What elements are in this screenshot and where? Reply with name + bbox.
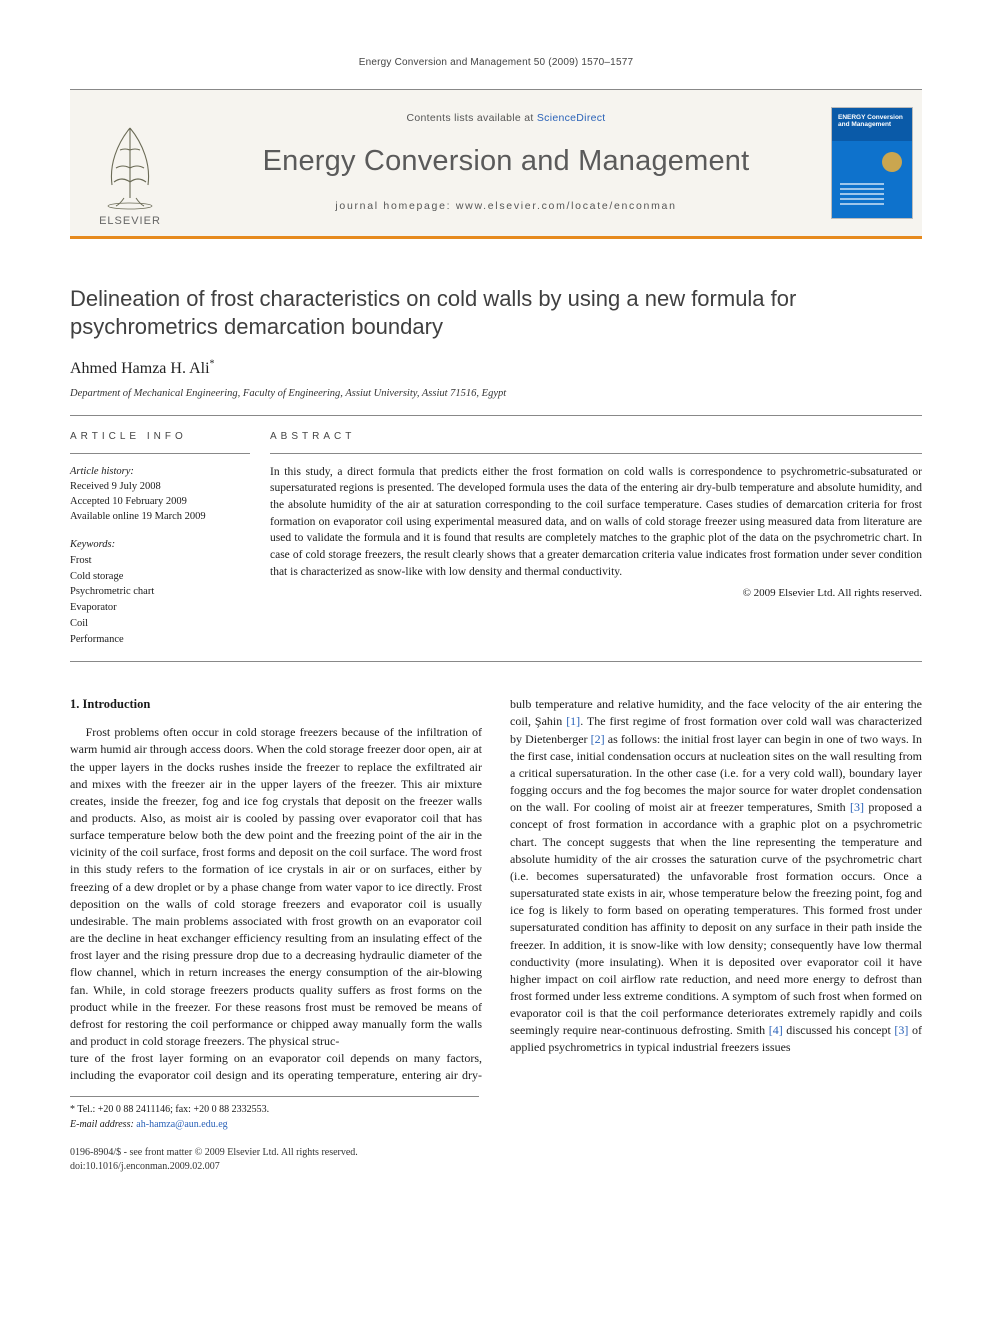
abstract-copyright: © 2009 Elsevier Ltd. All rights reserved… (270, 586, 922, 602)
publisher-label: ELSEVIER (99, 214, 161, 230)
author-corresponding-mark: * (210, 358, 215, 369)
article-info-heading: ARTICLE INFO (70, 430, 250, 454)
article-title: Delineation of frost characteristics on … (70, 285, 922, 341)
history-received: Received 9 July 2008 (70, 479, 250, 494)
history-accepted: Accepted 10 February 2009 (70, 494, 250, 509)
journal-masthead: ELSEVIER Contents lists available at Sci… (70, 89, 922, 239)
ref-link-2[interactable]: [2] (591, 732, 605, 746)
history-label: Article history: (70, 464, 250, 479)
body-paragraph: Frost problems often occur in cold stora… (70, 724, 482, 1050)
article-history: Article history: Received 9 July 2008 Ac… (70, 464, 250, 525)
ref-link-3[interactable]: [3] (850, 800, 864, 814)
front-matter-meta: 0196-8904/$ - see front matter © 2009 El… (70, 1146, 922, 1174)
cover-thumb-wrap: ENERGY Conversion and Management (822, 90, 922, 236)
abstract-column: ABSTRACT In this study, a direct formula… (270, 430, 922, 647)
info-abstract-row: ARTICLE INFO Article history: Received 9… (70, 430, 922, 662)
homepage-prefix: journal homepage: (335, 200, 456, 212)
body-text: proposed a concept of frost formation in… (510, 800, 922, 1037)
journal-title: Energy Conversion and Management (263, 140, 750, 182)
cover-thumb-title: ENERGY Conversion and Management (838, 114, 906, 128)
keywords-list: Frost Cold storage Psychrometric chart E… (70, 553, 250, 648)
ref-link-3b[interactable]: [3] (894, 1023, 908, 1037)
homepage-url[interactable]: www.elsevier.com/locate/enconman (456, 200, 677, 212)
keyword: Psychrometric chart (70, 584, 250, 600)
author-line: Ahmed Hamza H. Ali* (70, 357, 922, 380)
ref-link-4[interactable]: [4] (769, 1023, 783, 1037)
cover-thumb-lines-icon (840, 183, 884, 208)
keyword: Coil (70, 616, 250, 632)
cover-thumb-accent-icon (882, 152, 902, 172)
keywords-label: Keywords: (70, 537, 250, 552)
masthead-center: Contents lists available at ScienceDirec… (190, 90, 822, 236)
body-two-columns: 1. Introduction Frost problems often occ… (70, 696, 922, 1084)
publisher-block: ELSEVIER (70, 90, 190, 236)
keyword: Frost (70, 553, 250, 569)
journal-homepage: journal homepage: www.elsevier.com/locat… (335, 199, 676, 214)
keyword: Evaporator (70, 600, 250, 616)
doi-line: doi:10.1016/j.enconman.2009.02.007 (70, 1160, 922, 1174)
corresponding-tel: * Tel.: +20 0 88 2411146; fax: +20 0 88 … (70, 1102, 479, 1117)
body-text: discussed his concept (783, 1023, 895, 1037)
section-1-heading: 1. Introduction (70, 696, 482, 714)
email-link[interactable]: ah-hamza@aun.edu.eg (136, 1119, 227, 1130)
running-head: Energy Conversion and Management 50 (200… (70, 56, 922, 71)
article-info-column: ARTICLE INFO Article history: Received 9… (70, 430, 270, 647)
history-online: Available online 19 March 2009 (70, 509, 250, 524)
sciencedirect-link[interactable]: ScienceDirect (537, 112, 606, 124)
keyword: Performance (70, 632, 250, 648)
author-name: Ahmed Hamza H. Ali (70, 360, 210, 377)
corresponding-email-line: E-mail address: ah-hamza@aun.edu.eg (70, 1117, 479, 1132)
ref-link-1[interactable]: [1] (566, 714, 580, 728)
elsevier-tree-icon (90, 120, 170, 210)
contents-prefix: Contents lists available at (406, 112, 536, 124)
page-root: Energy Conversion and Management 50 (200… (0, 0, 992, 1214)
affiliation: Department of Mechanical Engineering, Fa… (70, 386, 922, 416)
keyword: Cold storage (70, 569, 250, 585)
footnotes: * Tel.: +20 0 88 2411146; fax: +20 0 88 … (70, 1096, 479, 1132)
issn-copyright: 0196-8904/$ - see front matter © 2009 El… (70, 1146, 922, 1160)
journal-cover-thumbnail: ENERGY Conversion and Management (831, 107, 913, 219)
email-label: E-mail address: (70, 1119, 134, 1130)
contents-lists-line: Contents lists available at ScienceDirec… (406, 111, 605, 126)
abstract-heading: ABSTRACT (270, 430, 922, 454)
abstract-text: In this study, a direct formula that pre… (270, 464, 922, 581)
